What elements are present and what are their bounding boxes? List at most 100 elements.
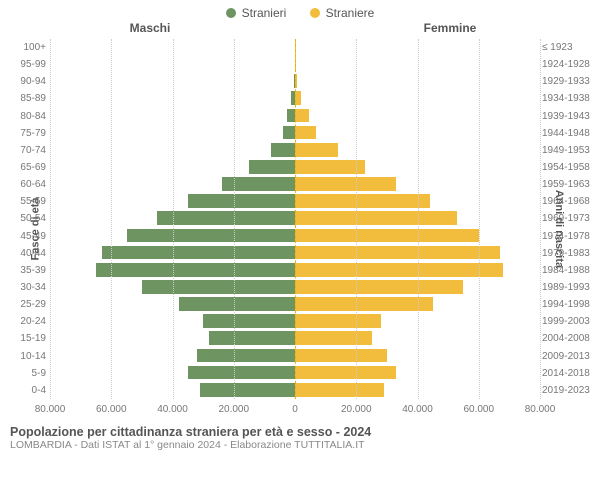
age-label: 95-99 [10,59,46,70]
plot-area: 100+≤ 192395-991924-192890-941929-193385… [50,39,540,399]
bar-male [287,109,295,123]
bar-male [271,143,296,157]
bar-male [200,383,295,397]
gridline [540,39,541,399]
chart-subtitle: LOMBARDIA - Dati ISTAT al 1° gennaio 202… [10,439,590,451]
bar-male [142,280,295,294]
birth-year-label: 2019-2023 [542,385,596,396]
x-tick-label: 20.000 [341,404,372,415]
gridline [418,39,419,399]
x-tick-label: 0 [292,404,298,415]
age-label: 45-49 [10,231,46,242]
bar-female [295,349,387,363]
gridline [356,39,357,399]
age-label: 10-14 [10,351,46,362]
bar-male [249,160,295,174]
gridline [50,39,51,399]
bar-male [179,297,295,311]
legend-label-female: Straniere [326,6,375,20]
bar-female [295,331,372,345]
age-label: 35-39 [10,265,46,276]
birth-year-label: 1974-1978 [542,231,596,242]
gridline [479,39,480,399]
age-label: 50-54 [10,213,46,224]
birth-year-label: 1984-1988 [542,265,596,276]
column-header-male: Maschi [0,21,300,35]
bar-male [127,229,295,243]
bar-male [197,349,295,363]
birth-year-label: 1969-1973 [542,213,596,224]
birth-year-label: 1954-1958 [542,162,596,173]
legend-item-female: Straniere [310,6,375,20]
gridline [111,39,112,399]
x-tick-label: 80.000 [35,404,66,415]
bar-male [209,331,295,345]
birth-year-label: ≤ 1923 [542,42,596,53]
pyramid-chart: Fasce di età Anni di nascita 100+≤ 19239… [0,39,600,419]
bar-male [283,126,295,140]
legend-swatch-male [226,8,236,18]
birth-year-label: 2004-2008 [542,333,596,344]
bar-female [295,211,457,225]
chart-footer: Popolazione per cittadinanza straniera p… [0,419,600,451]
birth-year-label: 2014-2018 [542,368,596,379]
birth-year-label: 1934-1938 [542,93,596,104]
x-tick-label: 60.000 [463,404,494,415]
birth-year-label: 1944-1948 [542,128,596,139]
age-label: 80-84 [10,111,46,122]
birth-year-label: 1924-1928 [542,59,596,70]
chart-title: Popolazione per cittadinanza straniera p… [10,425,590,439]
x-tick-label: 40.000 [402,404,433,415]
legend-label-male: Stranieri [242,6,287,20]
x-tick-label: 60.000 [96,404,127,415]
age-label: 40-44 [10,248,46,259]
bar-female [295,229,479,243]
birth-year-label: 1959-1963 [542,179,596,190]
column-headers: Maschi Femmine [0,21,600,39]
age-label: 5-9 [10,368,46,379]
birth-year-label: 1989-1993 [542,282,596,293]
bar-male [188,194,295,208]
birth-year-label: 1979-1983 [542,248,596,259]
bar-female [295,126,316,140]
birth-year-label: 1994-1998 [542,299,596,310]
birth-year-label: 1939-1943 [542,111,596,122]
bar-male [157,211,295,225]
age-label: 0-4 [10,385,46,396]
center-divider [295,39,296,399]
age-label: 70-74 [10,145,46,156]
bar-female [295,109,309,123]
bar-female [295,194,430,208]
bar-male [188,366,295,380]
bar-female [295,383,384,397]
gridline [234,39,235,399]
age-label: 20-24 [10,316,46,327]
birth-year-label: 1929-1933 [542,76,596,87]
bar-female [295,160,365,174]
bar-female [295,366,396,380]
age-label: 55-59 [10,196,46,207]
bar-male [102,246,295,260]
age-label: 15-19 [10,333,46,344]
age-label: 30-34 [10,282,46,293]
age-label: 90-94 [10,76,46,87]
bar-female [295,280,463,294]
birth-year-label: 1999-2003 [542,316,596,327]
legend-item-male: Stranieri [226,6,287,20]
gridline [173,39,174,399]
age-label: 65-69 [10,162,46,173]
bar-female [295,143,338,157]
legend: Stranieri Straniere [0,0,600,21]
bar-male [222,177,296,191]
bar-female [295,177,396,191]
birth-year-label: 1964-1968 [542,196,596,207]
bar-male [96,263,295,277]
age-label: 60-64 [10,179,46,190]
x-tick-label: 80.000 [525,404,556,415]
birth-year-label: 2009-2013 [542,351,596,362]
age-label: 75-79 [10,128,46,139]
bar-male [203,314,295,328]
x-tick-label: 20.000 [218,404,249,415]
age-label: 85-89 [10,93,46,104]
bar-female [295,314,381,328]
